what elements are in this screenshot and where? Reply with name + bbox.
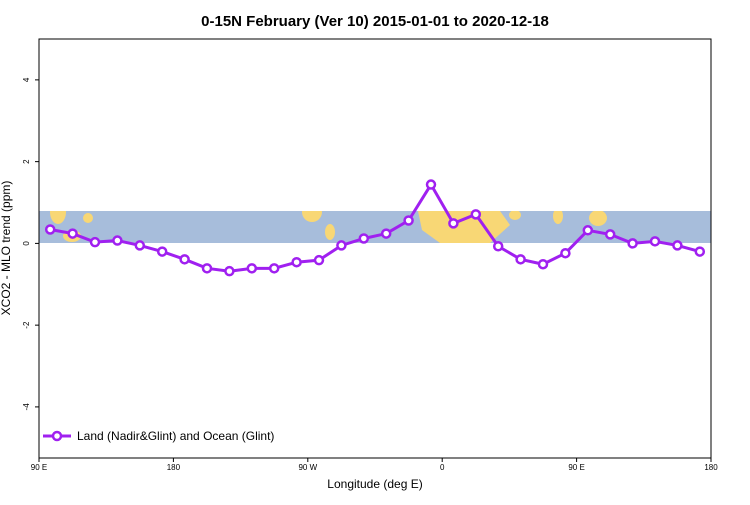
data-point — [537, 258, 549, 270]
data-point — [403, 215, 414, 226]
data-point — [604, 229, 616, 240]
data-point — [515, 254, 526, 265]
data-point — [672, 240, 683, 251]
data-point — [380, 228, 392, 239]
data-point — [44, 224, 56, 235]
data-point — [89, 236, 101, 248]
x-tick-label: 90 E — [31, 463, 47, 472]
data-point — [694, 246, 706, 257]
x-tick-label: 180 — [167, 463, 181, 472]
data-point — [246, 263, 258, 274]
y-tick-label: -2 — [22, 321, 31, 329]
x-tick-label: 90 W — [298, 463, 317, 472]
x-tick-label: 0 — [440, 463, 445, 472]
data-point — [470, 209, 482, 220]
data-point — [67, 228, 78, 239]
data-point — [201, 263, 213, 274]
data-point — [627, 238, 638, 249]
data-point — [156, 246, 168, 257]
data-point — [224, 265, 235, 277]
data-point — [268, 263, 280, 274]
x-tick-label: 90 E — [568, 463, 584, 472]
data-point — [112, 235, 123, 246]
data-point — [492, 241, 504, 252]
data-point — [425, 179, 437, 190]
data-point — [134, 240, 146, 251]
data-point — [358, 233, 370, 244]
y-tick-label: -4 — [22, 403, 31, 411]
data-point — [336, 240, 347, 251]
legend-marker — [51, 430, 63, 442]
y-axis-label: XCO2 - MLO trend (ppm) — [0, 181, 13, 316]
chart-title: 0-15N February (Ver 10) 2015-01-01 to 20… — [201, 13, 549, 30]
x-axis-label: Longitude (deg E) — [327, 477, 422, 491]
legend-label: Land (Nadir&Glint) and Ocean (Glint) — [77, 429, 274, 443]
y-tick-label: 0 — [22, 241, 31, 246]
y-tick-label: 4 — [22, 77, 31, 82]
data-point — [560, 247, 571, 259]
data-point — [582, 225, 594, 236]
plot-frame — [38, 38, 712, 459]
y-tick-label: 2 — [22, 159, 31, 164]
data-point — [313, 254, 325, 266]
data-point — [179, 254, 190, 265]
data-point — [448, 218, 459, 229]
data-point — [649, 236, 661, 247]
data-point — [291, 256, 302, 268]
x-tick-label: 180 — [704, 463, 718, 472]
